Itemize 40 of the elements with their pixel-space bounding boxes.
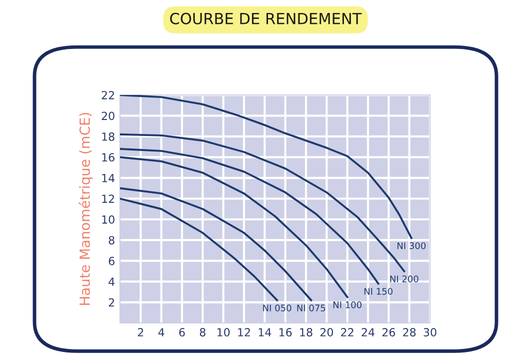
x-tick-label: 10 — [217, 328, 230, 336]
x-tick-label: 12 — [238, 328, 250, 336]
line-series — [120, 133, 406, 272]
y-tick-label: 14 — [102, 174, 115, 182]
y-tick-label: 4 — [108, 278, 115, 286]
y-axis-title: Haute Manométrique (mCE) — [78, 112, 93, 305]
y-tick-label: 2 — [108, 298, 114, 306]
series-label: NI 150 — [364, 288, 392, 295]
y-tick-label: 8 — [108, 236, 114, 244]
x-tick-label: 28 — [403, 328, 416, 336]
y-tick-label: 22 — [102, 90, 114, 100]
x-tick-label: 26 — [382, 328, 396, 336]
series-label: NI 300 — [398, 242, 426, 250]
y-tick-label: 10 — [102, 215, 114, 224]
x-tick-label: 8 — [200, 328, 206, 336]
series-label: NI 050 — [263, 304, 292, 312]
line-series — [120, 148, 380, 285]
x-tick-label: 2 — [138, 328, 144, 336]
x-tick-label: 22 — [341, 328, 354, 336]
series-label: NI 075 — [297, 304, 326, 312]
y-tick-label: 12 — [102, 194, 114, 203]
chart-title: COURBE DE RENDEMENT — [170, 12, 362, 24]
x-tick-label: 24 — [362, 328, 374, 336]
x-tick-label: 16 — [279, 328, 292, 336]
series-label: NI 200 — [390, 276, 418, 282]
y-tick-label: 20 — [102, 112, 114, 120]
x-tick-label: 18 — [300, 328, 312, 336]
line-series — [120, 95, 412, 239]
y-tick-label: 18 — [102, 132, 114, 141]
x-tick-label: 6 — [179, 328, 185, 336]
x-tick-label: 4 — [158, 328, 164, 336]
x-tick-label: 30 — [424, 328, 436, 336]
y-tick-label: 16 — [102, 153, 114, 162]
x-tick-label: 20 — [320, 328, 333, 336]
series-label: NI 100 — [333, 301, 362, 308]
x-tick-label: 14 — [258, 328, 272, 336]
line-series — [120, 187, 312, 302]
y-tick-label: 6 — [108, 256, 114, 266]
line-series — [120, 198, 278, 302]
line-series — [120, 156, 348, 298]
